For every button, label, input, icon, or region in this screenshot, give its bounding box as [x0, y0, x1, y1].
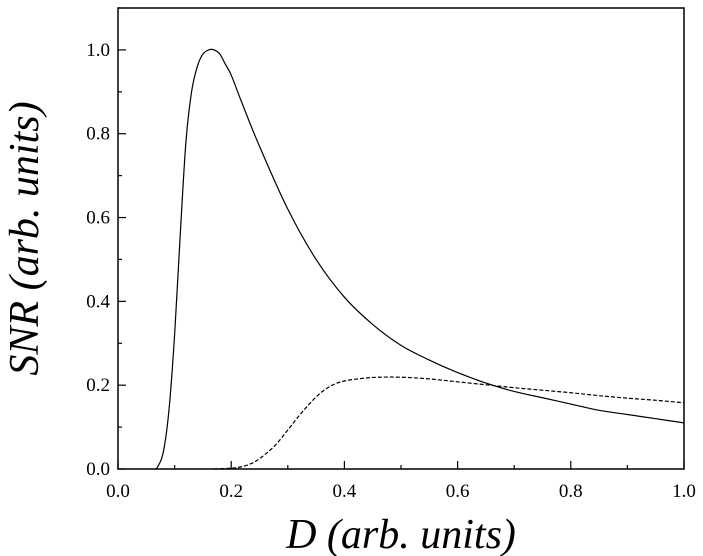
x-tick-label: 0.4: [333, 481, 357, 502]
x-tick-label: 1.0: [672, 481, 696, 502]
solid-series-line: [154, 48, 685, 470]
y-tick-label: 0.6: [86, 208, 110, 229]
y-axis-title: SNR (arb. units): [2, 101, 48, 375]
x-tick-label: 0.0: [106, 481, 130, 502]
x-tick-label: 0.6: [446, 481, 470, 502]
y-tick-label: 0.4: [86, 291, 110, 312]
x-tick-label: 0.2: [219, 481, 243, 502]
x-axis-title: D (arb. units): [285, 512, 516, 556]
axis-ticks: [117, 7, 685, 470]
tick-labels: 0.0 0.2 0.4 0.6 0.8 1.0 0.0 0.2 0.4 0.6 0.8 1.0: [86, 40, 696, 502]
y-tick-label: 0.8: [86, 124, 110, 145]
series-layer: [154, 48, 685, 470]
plot-frame: [117, 7, 685, 470]
y-tick-label: 0.0: [86, 459, 110, 480]
y-tick-label: 1.0: [86, 40, 110, 61]
x-tick-label: 0.8: [559, 481, 583, 502]
dashed-series-line: [214, 376, 685, 470]
y-tick-label: 0.2: [86, 375, 110, 396]
